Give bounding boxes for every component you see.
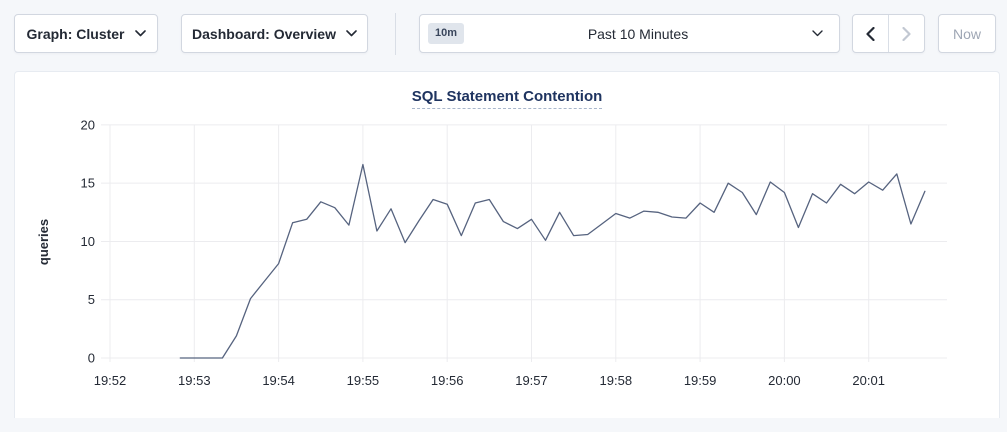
time-next-button[interactable]	[889, 15, 925, 52]
chevron-left-icon	[866, 26, 875, 41]
dashboard-dropdown[interactable]: Dashboard: Overview	[181, 14, 368, 53]
time-step-button-group	[852, 14, 925, 53]
x-tick-label: 19:54	[262, 373, 295, 388]
time-range-label: Past 10 Minutes	[587, 25, 689, 42]
x-tick-label: 19:57	[515, 373, 548, 388]
toolbar: Graph: Cluster Dashboard: Overview 10m P…	[0, 0, 1007, 71]
toolbar-divider	[395, 13, 396, 55]
x-tick-label: 20:01	[852, 373, 885, 388]
x-tick-label: 20:00	[768, 373, 801, 388]
chevron-right-icon	[902, 26, 911, 41]
x-tick-label: 19:58	[600, 373, 633, 388]
chevron-down-icon	[812, 30, 823, 37]
dashboard-dropdown-label: Dashboard: Overview	[192, 25, 336, 42]
x-tick-label: 19:52	[94, 373, 127, 388]
y-tick-label: 10	[81, 234, 95, 249]
graph-dropdown-label: Graph: Cluster	[26, 25, 125, 42]
x-tick-label: 19:53	[178, 373, 211, 388]
y-tick-label: 20	[81, 117, 95, 132]
chart-title[interactable]: SQL Statement Contention	[411, 88, 603, 109]
grid-lines	[101, 124, 947, 362]
y-tick-label: 0	[88, 351, 95, 366]
graph-dropdown[interactable]: Graph: Cluster	[14, 14, 158, 53]
y-tick-label: 15	[81, 176, 95, 191]
chevron-down-icon	[134, 30, 146, 37]
time-range-badge: 10m	[428, 23, 465, 44]
line-chart: 0 5 10 15 20 19:52 19:53 19:54 19:55 19:56 19:57 19…	[36, 117, 947, 388]
x-tick-label: 19:55	[347, 373, 380, 388]
axis-labels: 0 5 10 15 20 19:52 19:53 19:54 19:55 19:56 19:57 19…	[36, 117, 885, 388]
chevron-down-icon	[346, 30, 357, 37]
x-tick-label: 19:56	[431, 373, 464, 388]
y-axis-title: queries	[36, 219, 51, 265]
time-range-selector[interactable]: 10m Past 10 Minutes	[419, 14, 840, 53]
now-button[interactable]: Now	[938, 14, 996, 53]
y-tick-label: 5	[88, 292, 95, 307]
series-line-queries	[179, 163, 926, 359]
chart-title-row: SQL Statement Contention	[15, 72, 999, 109]
x-tick-label: 19:59	[684, 373, 717, 388]
time-prev-button[interactable]	[853, 15, 889, 52]
chart-panel: SQL Statement Contention 0 5 10 15 20 19:52 19…	[14, 71, 1000, 418]
